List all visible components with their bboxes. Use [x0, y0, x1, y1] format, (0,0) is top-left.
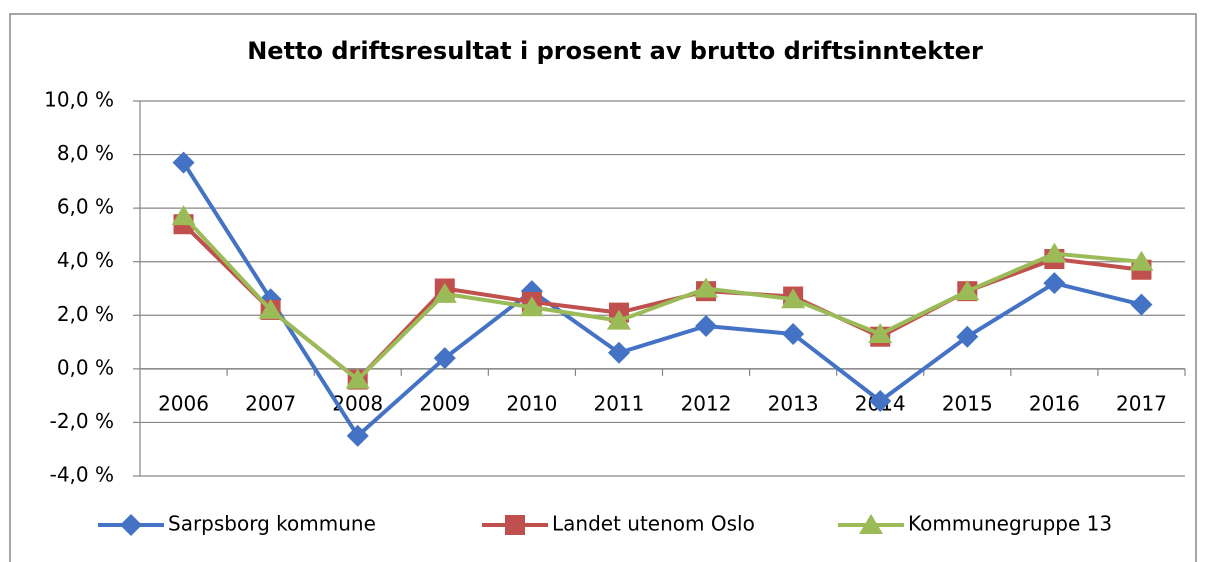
x-tick-label: 2013: [768, 391, 819, 415]
x-tick-label: 2016: [1029, 391, 1080, 415]
marker: [606, 309, 631, 330]
marker: [172, 151, 195, 174]
legend-label: Landet utenom Oslo: [552, 512, 755, 536]
marker: [433, 347, 456, 370]
y-tick-label: 6,0 %: [57, 195, 114, 219]
marker: [1129, 250, 1154, 271]
marker: [1043, 272, 1066, 295]
y-tick-label: -2,0 %: [50, 409, 114, 433]
x-tick-label: 2009: [419, 391, 470, 415]
marker: [782, 323, 805, 346]
marker: [695, 315, 718, 337]
y-tick-label: 8,0 %: [57, 141, 114, 165]
x-tick-label: 2006: [158, 391, 209, 415]
x-tick-label: 2007: [245, 391, 296, 415]
x-tick-label: 2015: [942, 391, 993, 415]
marker: [868, 323, 893, 344]
marker: [346, 424, 369, 447]
y-tick-label: -4,0 %: [50, 463, 114, 487]
marker: [505, 515, 525, 535]
legend-label: Sarpsborg kommune: [168, 512, 376, 536]
x-tick-label: 2011: [594, 391, 645, 415]
x-tick-label: 2012: [681, 391, 732, 415]
y-tick-label: 0,0 %: [57, 355, 114, 379]
legend-label: Kommunegruppe 13: [908, 512, 1112, 536]
x-tick-label: 2017: [1116, 391, 1167, 415]
marker: [869, 390, 892, 412]
marker: [956, 325, 979, 348]
marker: [607, 341, 630, 364]
chart-title: Netto driftsresultat i prosent av brutto…: [247, 37, 983, 65]
marker: [120, 514, 142, 536]
marker: [432, 282, 457, 303]
marker: [781, 288, 806, 309]
marker: [1042, 242, 1067, 263]
y-tick-label: 4,0 %: [57, 248, 114, 272]
marker: [1130, 293, 1153, 316]
marker: [859, 514, 883, 534]
chart-frame: [9, 13, 1197, 562]
marker: [694, 277, 719, 298]
x-tick-label: 2010: [506, 391, 557, 415]
x-tick-label: 2008: [332, 391, 383, 415]
marker: [345, 368, 370, 389]
marker: [519, 296, 544, 317]
marker: [258, 298, 283, 319]
series-line: [181, 161, 1142, 438]
y-tick-label: 2,0 %: [57, 302, 114, 326]
marker: [171, 205, 196, 226]
marker: [955, 280, 980, 301]
y-tick-label: 10,0 %: [44, 88, 114, 112]
series-line: [182, 214, 1142, 382]
